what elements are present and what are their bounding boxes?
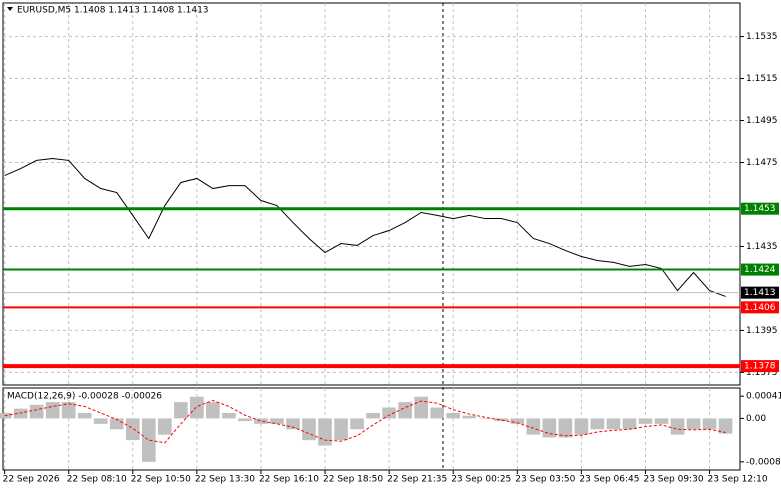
macd-bar xyxy=(366,412,380,419)
y-tick-label: 0.00041 xyxy=(746,392,781,402)
macd-bar xyxy=(206,402,220,419)
last-price-label: 1.1413 xyxy=(744,288,776,298)
macd-bar xyxy=(254,418,268,424)
macd-bar xyxy=(430,407,444,419)
macd-bar xyxy=(542,418,557,438)
price-line xyxy=(4,158,726,297)
y-tick-label: 1.1375 xyxy=(746,368,778,378)
macd-bar xyxy=(350,418,364,430)
macd-bar xyxy=(190,396,204,419)
macd-bar xyxy=(414,396,428,419)
macd-bar xyxy=(606,418,621,430)
macd-bar xyxy=(93,418,108,424)
x-tick-label: 23 Sep 12:10 xyxy=(708,475,768,485)
macd-bar xyxy=(77,412,92,419)
macd-bar xyxy=(29,404,44,419)
macd-bar xyxy=(302,418,316,441)
x-tick-label: 23 Sep 09:30 xyxy=(643,475,703,485)
chart-title: EURUSD,M5 1.1408 1.1413 1.1408 1.1413 xyxy=(17,6,209,16)
macd-bar xyxy=(558,418,573,438)
x-tick-label: 22 Sep 2026 xyxy=(3,475,60,485)
macd-bar xyxy=(462,415,477,419)
macd-bar xyxy=(686,418,701,430)
macd-bar xyxy=(654,418,669,424)
macd-bar xyxy=(61,402,76,419)
macd-bar xyxy=(446,412,461,419)
macd-bar xyxy=(125,418,140,441)
macd-frame xyxy=(2,387,741,471)
y-tick-label: 1.1495 xyxy=(746,116,778,126)
x-tick-label: 22 Sep 18:50 xyxy=(323,475,383,485)
macd-bar xyxy=(109,418,124,430)
macd-title: MACD(12,26,9) -0.00028 -0.00026 xyxy=(7,392,162,402)
macd-bar xyxy=(318,418,332,446)
level-label-box xyxy=(741,263,779,276)
macd-bar xyxy=(494,418,509,422)
last-price-box xyxy=(741,286,779,299)
x-tick-label: 22 Sep 16:10 xyxy=(259,475,319,485)
macd-bar xyxy=(590,418,605,430)
macd-bar xyxy=(174,402,188,419)
macd-bar xyxy=(638,418,653,424)
macd-bar xyxy=(238,418,252,422)
x-tick-label: 22 Sep 08:10 xyxy=(67,475,127,485)
macd-bar xyxy=(398,402,412,419)
y-tick-label: 1.1515 xyxy=(746,74,778,84)
level-label: 1.1424 xyxy=(744,265,776,275)
y-tick-label: 1.1395 xyxy=(746,326,778,336)
level-label: 1.1378 xyxy=(744,362,776,372)
y-tick-label: 1.1435 xyxy=(746,242,778,252)
x-tick-label: 23 Sep 03:50 xyxy=(515,475,575,485)
macd-bar xyxy=(526,418,541,435)
main-frame xyxy=(2,2,741,386)
macd-bar xyxy=(45,402,60,419)
macd-bar xyxy=(286,418,300,430)
y-tick-label: -0.0008 xyxy=(746,457,781,467)
level-label: 1.1406 xyxy=(744,303,776,313)
macd-bar xyxy=(270,418,284,424)
x-tick-label: 23 Sep 00:25 xyxy=(451,475,511,485)
macd-bar xyxy=(382,407,396,419)
level-label-box xyxy=(741,301,779,314)
level-label-box xyxy=(741,360,779,373)
y-tick-label: 0.00 xyxy=(746,414,766,424)
x-tick-label: 22 Sep 10:50 xyxy=(131,475,191,485)
macd-bar xyxy=(13,408,28,419)
x-tick-label: 22 Sep 13:30 xyxy=(195,475,255,485)
macd-bar xyxy=(222,412,236,419)
macd-bar xyxy=(334,418,348,441)
macd-bar xyxy=(510,418,525,424)
signal-line xyxy=(4,399,726,444)
x-tick-label: 23 Sep 06:45 xyxy=(579,475,639,485)
macd-bar xyxy=(622,418,637,430)
macd-bar xyxy=(158,418,172,435)
level-label: 1.1453 xyxy=(744,204,776,214)
macd-bar xyxy=(478,418,493,419)
macd-bar xyxy=(574,418,589,435)
macd-bar xyxy=(141,418,156,462)
y-tick-label: 1.1475 xyxy=(746,158,778,168)
macd-bar xyxy=(670,418,685,435)
x-tick-label: 22 Sep 21:35 xyxy=(387,475,447,485)
level-label-box xyxy=(741,202,779,215)
menu-arrow xyxy=(7,7,13,11)
y-tick-label: 1.1535 xyxy=(746,32,778,42)
macd-bar xyxy=(702,418,717,430)
macd-bar xyxy=(718,418,733,434)
